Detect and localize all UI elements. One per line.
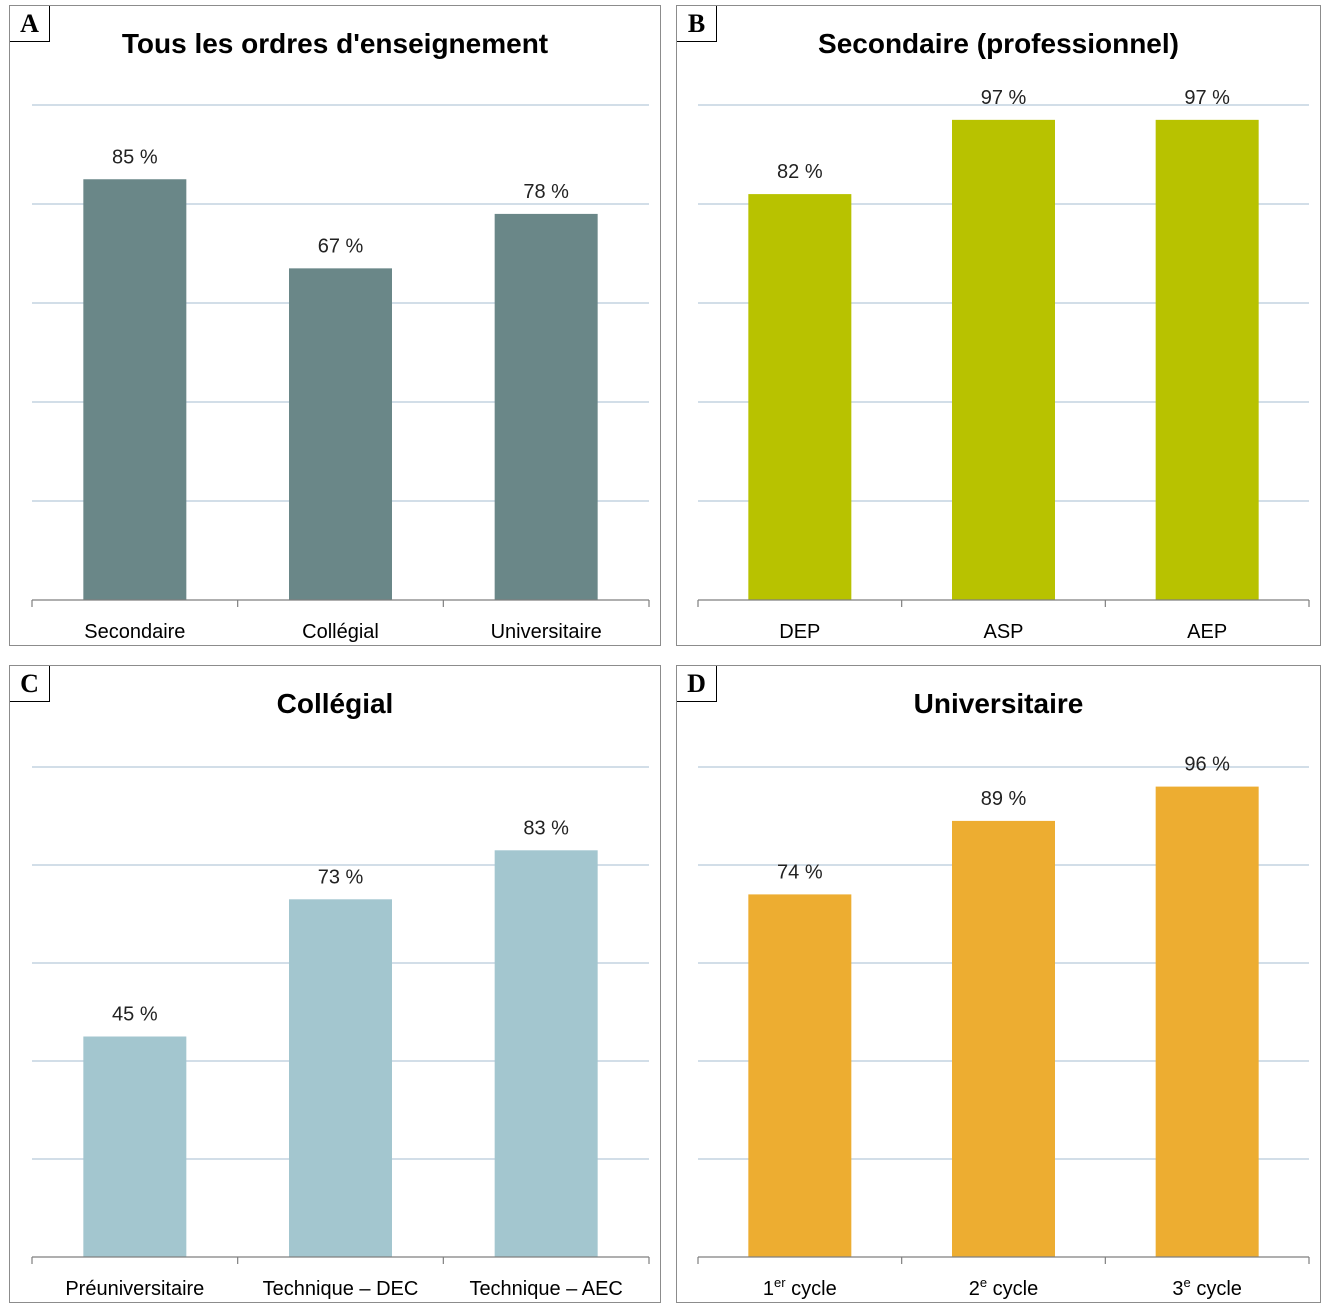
bar-chart-b: 82 % 97 % 97 % DEP ASP AEP [697,87,1310,643]
bar-chart-a: 85 % 67 % 78 % Secondaire Collégial Universit… [31,104,650,643]
bar [952,119,1055,600]
panel-letter: A [10,6,50,42]
chart-title: Universitaire [913,688,1084,719]
bar [289,268,392,600]
data-label: 97 % [1184,87,1230,109]
data-label: 67 % [318,235,364,257]
bar [748,894,852,1257]
chart-panel-c: 45 % 73 % 83 % Préuniversitaire Technique – … [9,665,661,1303]
bar-chart-c: 45 % 73 % 83 % Préuniversitaire Technique – … [31,766,650,1300]
data-label: 45 % [112,1004,158,1026]
bar [1155,119,1259,600]
category-label: 1er cycle [763,1275,837,1300]
bar [83,179,187,600]
category-label: 3e cycle [1172,1275,1241,1300]
category-label: Préuniversitaire [65,1278,204,1300]
category-label: ASP [983,621,1023,643]
category-label: Collégial [302,621,379,643]
chart-title: Tous les ordres d'enseignement [121,28,549,59]
category-label: 2e cycle [969,1275,1038,1300]
bar [494,850,598,1257]
data-label: 73 % [318,866,364,888]
bar [748,194,852,600]
chart-panel-b: 82 % 97 % 97 % DEP ASP AEP B Secondaire (prof… [676,5,1321,646]
data-label: 78 % [523,181,569,203]
chart-title: Collégial [276,688,394,719]
panel-letter: B [677,6,717,42]
bar [952,820,1055,1257]
category-label: Technique – DEC [263,1278,419,1300]
category-label: AEP [1187,621,1227,643]
bar [1155,786,1259,1257]
bar [83,1036,187,1257]
category-label: Secondaire [84,621,185,643]
panel-letter: C [10,666,50,702]
data-label: 74 % [777,861,823,883]
panel-letter: D [677,666,717,702]
data-label: 83 % [523,817,569,839]
chart-title: Secondaire (professionnel) [818,28,1179,59]
data-label: 96 % [1184,754,1230,776]
category-label: Technique – AEC [469,1278,622,1300]
data-label: 85 % [112,146,158,168]
bar [289,899,392,1257]
chart-panel-d: 74 % 89 % 96 % 1er cycle 2e cycle 3e cycle D … [676,665,1321,1303]
chart-panel-a: 85 % 67 % 78 % Secondaire Collégial Universit… [9,5,661,646]
data-label: 89 % [981,788,1027,810]
category-label: DEP [779,621,820,643]
data-label: 82 % [777,161,823,183]
bar [494,213,598,600]
data-label: 97 % [981,87,1027,109]
category-label: Universitaire [491,621,602,643]
bar-chart-d: 74 % 89 % 96 % 1er cycle 2e cycle 3e cycle [697,754,1310,1300]
